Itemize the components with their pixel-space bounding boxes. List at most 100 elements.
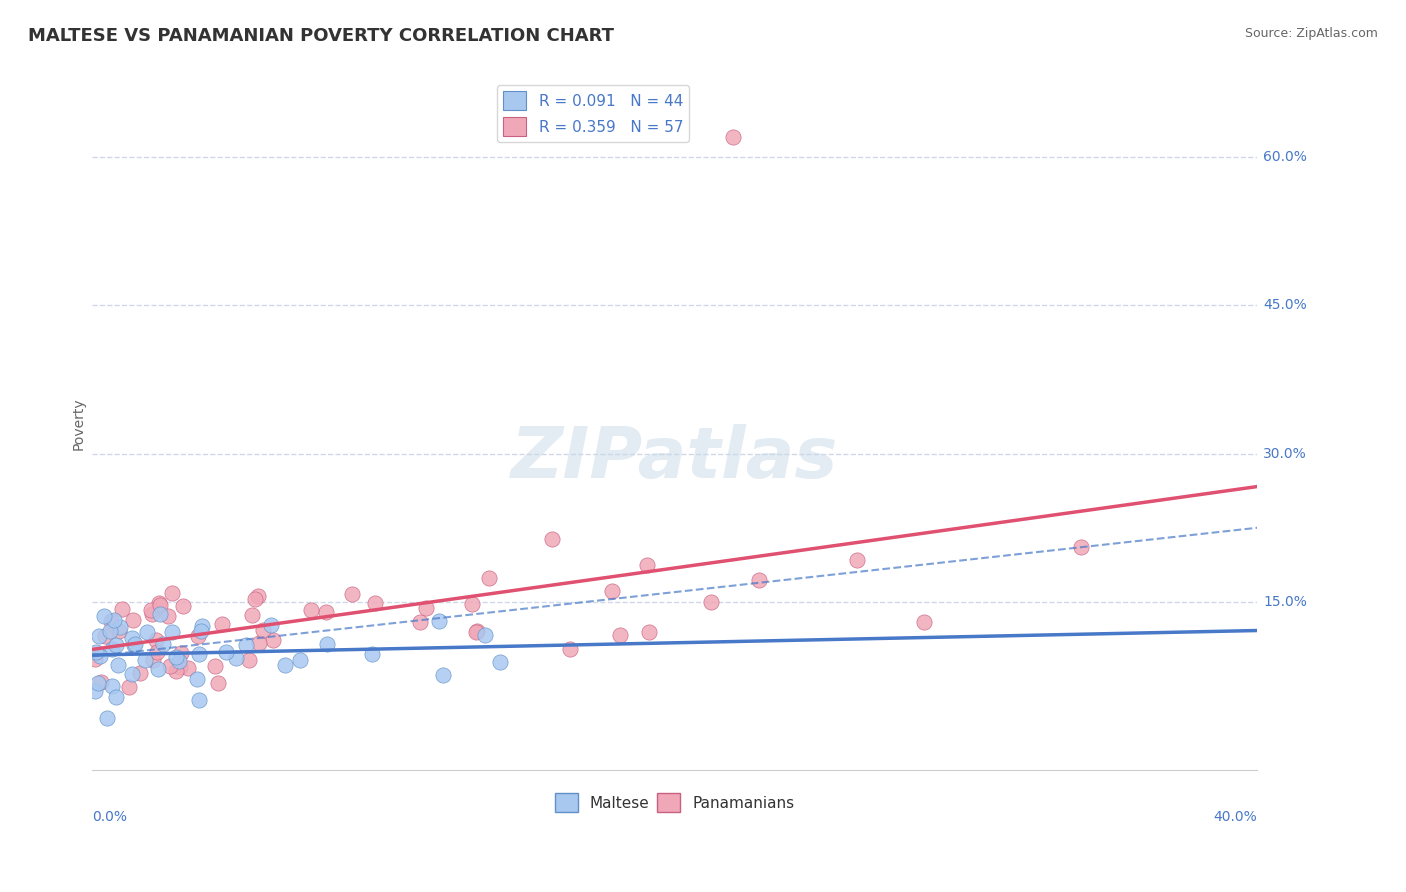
Y-axis label: Poverty: Poverty xyxy=(72,398,86,450)
Point xyxy=(432,668,454,682)
Point xyxy=(141,607,163,621)
Point xyxy=(157,608,180,623)
Point xyxy=(186,629,208,643)
Point xyxy=(90,675,112,690)
Point xyxy=(111,601,134,615)
Text: 60.0%: 60.0% xyxy=(1263,150,1308,163)
Point xyxy=(252,623,274,637)
Point xyxy=(478,572,501,586)
Point xyxy=(103,613,125,627)
Point xyxy=(98,624,121,638)
Point xyxy=(235,638,257,652)
Point xyxy=(101,680,124,694)
Point xyxy=(540,532,562,546)
Point xyxy=(489,655,512,669)
Point xyxy=(225,651,247,665)
Point xyxy=(846,552,869,566)
Point xyxy=(204,659,226,673)
Point xyxy=(152,637,174,651)
Point xyxy=(139,603,162,617)
Point xyxy=(260,618,283,632)
Text: 0.0%: 0.0% xyxy=(93,810,127,824)
Point xyxy=(340,587,363,601)
Point xyxy=(187,693,209,707)
Point xyxy=(364,596,387,610)
Point xyxy=(108,620,131,634)
Point xyxy=(145,645,167,659)
Point xyxy=(409,615,432,629)
Point xyxy=(121,631,143,645)
Point xyxy=(912,615,935,629)
Point xyxy=(93,629,115,643)
Point xyxy=(159,658,181,673)
Point xyxy=(160,586,183,600)
Point xyxy=(129,665,152,680)
Point xyxy=(191,619,214,633)
Point xyxy=(96,711,118,725)
Text: MALTESE VS PANAMANIAN POVERTY CORRELATION CHART: MALTESE VS PANAMANIAN POVERTY CORRELATIO… xyxy=(28,27,614,45)
Point xyxy=(238,653,260,667)
Point xyxy=(748,573,770,587)
Point xyxy=(415,600,437,615)
Point xyxy=(118,681,141,695)
Point xyxy=(135,625,157,640)
Point xyxy=(315,637,337,651)
Point xyxy=(170,646,193,660)
Point xyxy=(211,616,233,631)
Point xyxy=(124,637,146,651)
Point xyxy=(290,653,312,667)
Point xyxy=(160,624,183,639)
Point xyxy=(636,558,658,573)
Point xyxy=(474,628,496,642)
Text: 15.0%: 15.0% xyxy=(1263,595,1308,609)
Point xyxy=(465,624,488,638)
Point xyxy=(87,676,110,690)
Point xyxy=(134,653,156,667)
Point xyxy=(172,599,194,614)
Point xyxy=(207,675,229,690)
Point xyxy=(700,594,723,608)
Point xyxy=(460,598,482,612)
Point xyxy=(101,641,124,656)
Point xyxy=(167,654,190,668)
Point xyxy=(299,603,322,617)
Point xyxy=(121,666,143,681)
Point xyxy=(142,652,165,666)
Point xyxy=(243,592,266,607)
Point xyxy=(262,633,284,648)
Point xyxy=(560,642,582,657)
Point xyxy=(247,636,270,650)
Point xyxy=(84,645,107,659)
Point xyxy=(465,624,488,639)
Point xyxy=(107,658,129,673)
Point xyxy=(609,628,631,642)
Point xyxy=(148,596,170,610)
Point xyxy=(100,614,122,628)
Point xyxy=(215,644,238,658)
Legend: Maltese, Panamanians: Maltese, Panamanians xyxy=(548,787,801,818)
Point xyxy=(186,672,208,686)
Text: 45.0%: 45.0% xyxy=(1263,298,1308,312)
Point xyxy=(637,625,659,640)
Text: 30.0%: 30.0% xyxy=(1263,447,1308,460)
Point xyxy=(145,633,167,648)
Point xyxy=(188,647,211,661)
Point xyxy=(169,659,191,673)
Point xyxy=(93,608,115,623)
Point xyxy=(1070,541,1092,555)
Point xyxy=(165,649,187,664)
Point xyxy=(721,129,744,144)
Point xyxy=(273,658,295,673)
Point xyxy=(177,661,200,675)
Point xyxy=(360,648,382,662)
Point xyxy=(84,683,107,698)
Point xyxy=(165,665,187,679)
Text: ZIPatlas: ZIPatlas xyxy=(510,424,838,493)
Point xyxy=(427,614,450,628)
Point xyxy=(315,605,337,619)
Text: 40.0%: 40.0% xyxy=(1213,810,1257,824)
Point xyxy=(108,624,131,638)
Point xyxy=(104,690,127,704)
Point xyxy=(190,624,212,639)
Point xyxy=(124,638,146,652)
